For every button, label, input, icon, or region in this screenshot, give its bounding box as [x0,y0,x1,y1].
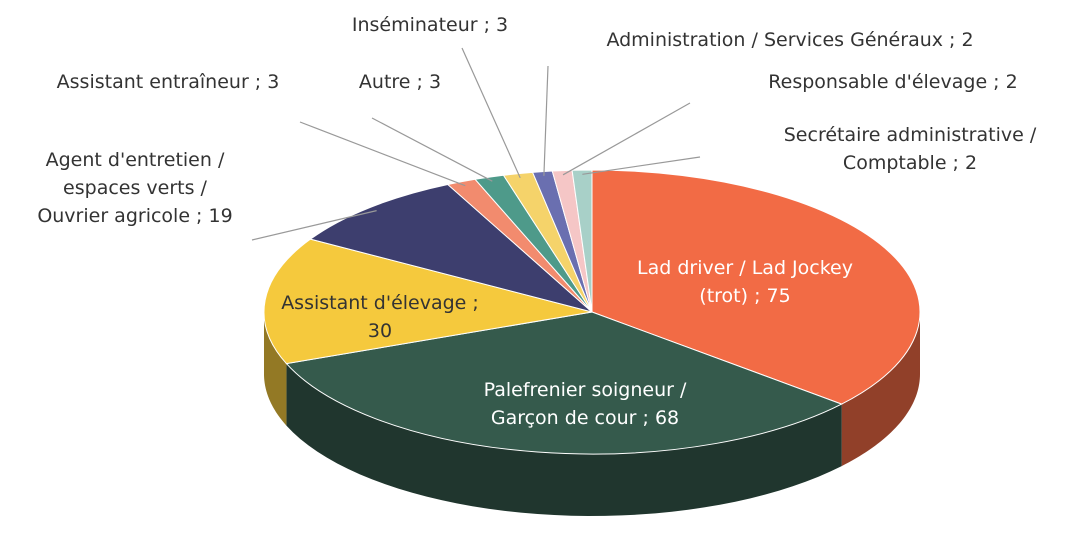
data-label: Administration / Services Généraux ; 2 [606,29,973,51]
data-label-line: Lad driver / Lad Jockey [637,257,853,279]
data-label: Palefrenier soigneur / Garçon de cour ; 6… [484,379,687,429]
leader-line [562,102,691,176]
data-label: Inséminateur ; 3 [352,14,508,36]
data-label: Lad driver / Lad Jockey (trot) ; 75 [637,257,853,307]
pie-side [286,363,842,516]
leader-line [543,65,549,176]
leader-line [299,121,466,187]
data-label: Agent d'entretien / espaces verts / Ouvrie… [37,149,232,227]
data-label: Responsable d'élevage ; 2 [768,71,1017,93]
data-label-line: Assistant d'élevage ; [281,292,479,314]
data-label-line: Autre ; 3 [359,71,441,93]
data-label: Secrétaire administrative / Comptable ; 2 [784,124,1037,174]
pie-slice [309,183,593,313]
data-label: Assistant d'élevage ; 30 [281,292,479,342]
data-label-line: Assistant entraîneur ; 3 [57,71,280,93]
leader-line [582,156,701,175]
data-label: Autre ; 3 [359,71,441,93]
pie-side [841,312,920,467]
data-label-line: Responsable d'élevage ; 2 [768,71,1017,93]
leader-line [461,47,521,179]
leader-line [251,210,377,241]
data-label-line: Ouvrier agricole ; 19 [37,205,232,227]
data-label-line: Administration / Services Généraux ; 2 [606,29,973,51]
data-label-line: Secrétaire administrative / [784,124,1037,146]
pie-slice [285,311,843,455]
data-label-line: Inséminateur ; 3 [352,14,508,36]
data-label-line: Palefrenier soigneur / [484,379,687,401]
data-label: Assistant entraîneur ; 3 [57,71,280,93]
data-label-line: Agent d'entretien / [46,149,225,171]
leader-line [371,117,493,182]
data-label-line: Garçon de cour ; 68 [491,407,679,429]
data-label-line: Comptable ; 2 [843,152,977,174]
pie-slice [591,169,921,405]
data-label-line: 30 [368,320,392,342]
data-label-line: espaces verts / [63,177,207,199]
data-label-line: (trot) ; 75 [699,285,790,307]
pie-slice [263,238,593,365]
pie-side [264,312,287,426]
